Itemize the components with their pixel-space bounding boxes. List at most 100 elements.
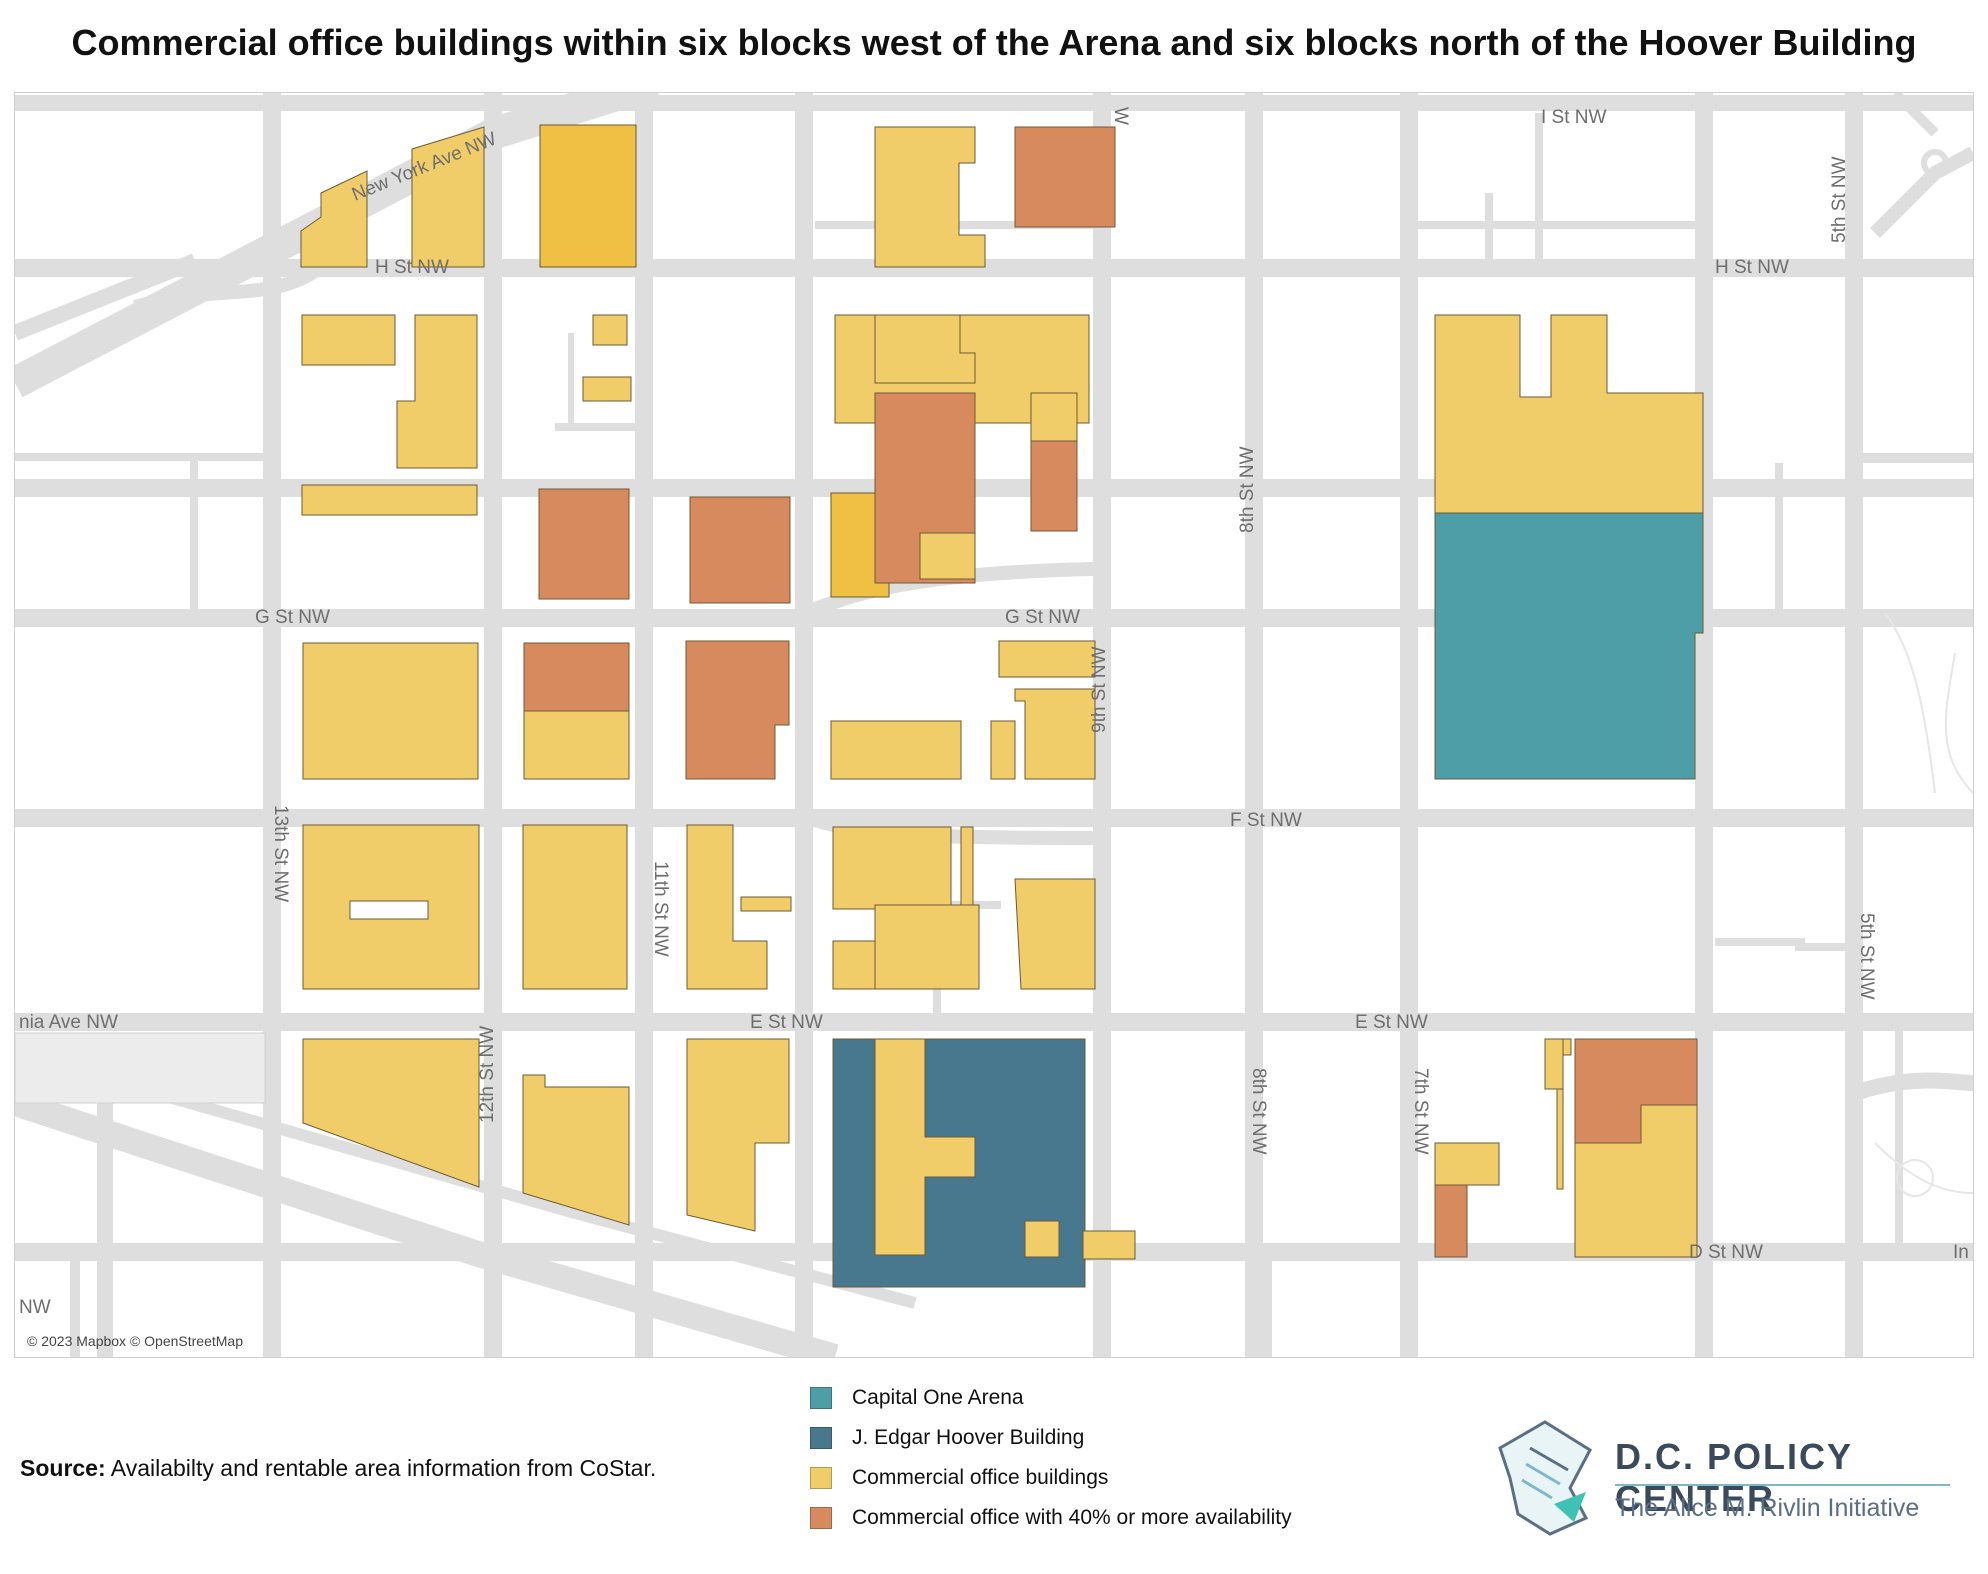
map[interactable]: New York Ave NW I St NW 5th St NW 5th St… <box>14 92 1974 1358</box>
road <box>15 1013 1973 1031</box>
buildings <box>300 124 1704 1288</box>
legend-label: Capital One Arena <box>852 1386 1024 1409</box>
road <box>15 253 198 341</box>
office-building[interactable] <box>301 484 478 516</box>
legend-swatch-arena <box>810 1387 832 1409</box>
office-building[interactable] <box>1030 392 1078 442</box>
legend-item-high-availability: Commercial office with 40% or more avail… <box>810 1498 1292 1538</box>
street-label-11th-st: 11th St NW <box>650 861 671 957</box>
office-building[interactable] <box>830 720 962 780</box>
office-high-availability[interactable] <box>523 642 630 712</box>
office-building[interactable] <box>592 314 628 346</box>
alley <box>1775 463 1783 613</box>
alley <box>1485 193 1493 259</box>
courtyard <box>349 900 429 920</box>
source-text: Availabilty and rentable area informatio… <box>110 1455 657 1481</box>
road <box>1245 93 1263 1357</box>
office-building[interactable] <box>1544 1038 1564 1090</box>
road <box>1845 93 1863 1357</box>
street-label-penn-ave: nia Ave NW <box>19 1012 118 1033</box>
office-building[interactable] <box>740 896 792 912</box>
street-label-h-st-right: H St NW <box>1715 257 1789 278</box>
road <box>15 259 1973 277</box>
alley <box>1855 453 1973 463</box>
road <box>15 95 1973 111</box>
alley <box>1715 938 1805 946</box>
alley <box>1415 221 1695 229</box>
legend-item-arena: Capital One Arena <box>810 1378 1292 1418</box>
office-building[interactable] <box>1562 1038 1572 1056</box>
street-label-i-st: I St NW <box>1541 107 1607 128</box>
office-high-availability[interactable] <box>1030 440 1078 532</box>
office-building[interactable] <box>1014 688 1096 780</box>
office-building[interactable] <box>411 126 485 268</box>
office-high-availability[interactable] <box>685 640 790 780</box>
office-building[interactable] <box>1014 878 1096 990</box>
street-label-8th-st-top: 8th St NW <box>1237 446 1258 533</box>
road <box>1400 93 1418 1357</box>
office-building[interactable] <box>522 824 628 990</box>
street-label-12th-st: 12th St NW <box>477 1026 498 1123</box>
street-label-g-st-left: G St NW <box>255 607 330 628</box>
road <box>132 265 319 314</box>
office-building[interactable] <box>1024 1220 1060 1258</box>
road <box>15 809 1973 827</box>
path <box>1884 612 1936 794</box>
alley <box>1535 113 1543 261</box>
office-building[interactable] <box>301 314 396 366</box>
street-label-9th-st: 9th St NW <box>1089 646 1110 733</box>
office-building[interactable] <box>539 124 637 268</box>
road <box>1695 93 1713 1357</box>
office-high-availability[interactable] <box>1574 1038 1698 1144</box>
chart-title: Commercial office buildings within six b… <box>71 22 1917 63</box>
office-building[interactable] <box>396 314 478 469</box>
legend-swatch-hoover <box>810 1427 832 1449</box>
office-building[interactable] <box>522 1074 630 1226</box>
road <box>795 93 813 1357</box>
road <box>15 1090 839 1357</box>
road <box>635 93 653 1357</box>
map-attribution[interactable]: © 2023 Mapbox © OpenStreetMap <box>27 1333 243 1349</box>
street-label-8th-st-bottom: 8th St NW <box>1248 1068 1269 1155</box>
office-building[interactable] <box>302 642 479 780</box>
roads <box>15 93 1973 1357</box>
office-building[interactable] <box>686 1038 790 1232</box>
alley <box>1260 1261 1272 1357</box>
office-building[interactable] <box>1082 1230 1136 1260</box>
office-high-availability[interactable] <box>1014 126 1116 228</box>
street-label-g-st-mid: G St NW <box>1005 607 1080 628</box>
alley <box>568 333 574 423</box>
office-building[interactable] <box>874 126 986 268</box>
dc-policy-center-logo: D.C. POLICY CENTER The Alice M. Rivlin I… <box>1490 1418 1960 1538</box>
dc-map-icon <box>1498 1420 1592 1536</box>
map-canvas[interactable]: New York Ave NW I St NW 5th St NW 5th St… <box>15 93 1973 1357</box>
office-building[interactable] <box>582 376 632 402</box>
street-label-e-st-mid: E St NW <box>750 1012 823 1033</box>
office-building[interactable] <box>686 824 768 990</box>
office-building[interactable] <box>1556 1088 1564 1190</box>
office-building[interactable] <box>960 826 974 910</box>
office-building[interactable] <box>302 1038 480 1188</box>
logo-divider <box>1615 1484 1950 1486</box>
road <box>802 562 1094 620</box>
office-building[interactable] <box>990 720 1016 780</box>
legend-item-office: Commercial office buildings <box>810 1458 1292 1498</box>
alley <box>190 459 198 609</box>
office-building[interactable] <box>874 314 976 384</box>
road <box>1852 1072 1973 1101</box>
office-building[interactable] <box>1434 314 1704 514</box>
alley <box>1895 1023 1903 1243</box>
capital-one-arena[interactable] <box>1434 512 1704 780</box>
legend-label: J. Edgar Hoover Building <box>852 1426 1085 1449</box>
office-high-availability[interactable] <box>538 488 630 600</box>
office-building[interactable] <box>1434 1142 1500 1186</box>
office-high-availability[interactable] <box>689 496 791 604</box>
office-building[interactable] <box>998 640 1096 678</box>
street-label-5th-st-top: 5th St NW <box>1829 156 1850 243</box>
office-building[interactable] <box>874 904 980 990</box>
office-building[interactable] <box>919 532 976 580</box>
office-building[interactable] <box>874 1038 976 1256</box>
office-building[interactable] <box>300 170 368 268</box>
office-high-availability[interactable] <box>1434 1184 1468 1258</box>
office-building[interactable] <box>832 826 952 910</box>
